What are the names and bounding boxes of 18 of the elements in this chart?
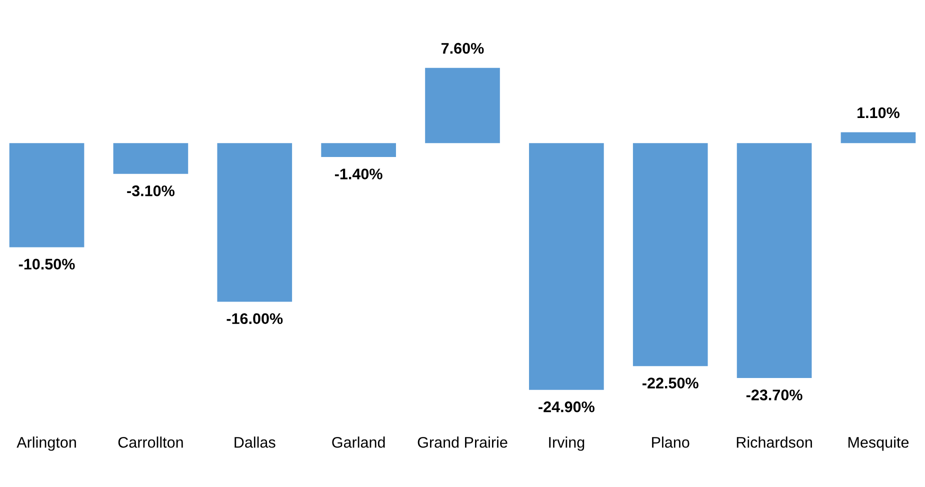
x-tick-label: Garland [332, 436, 385, 448]
data-label: -16.00% [226, 313, 283, 324]
x-tick-label: Dallas [234, 436, 276, 448]
data-label: -10.50% [18, 258, 75, 270]
x-tick-label: Plano [652, 436, 690, 448]
x-tick-label: Carrollton [118, 436, 183, 448]
data-label: -23.70% [746, 390, 802, 400]
x-tick-label: Arlington [16, 436, 76, 451]
x-tick-label: Grand Prairie [418, 436, 508, 448]
data-label: -1.40% [334, 168, 382, 180]
x-tick-label: Irving [549, 436, 584, 451]
x-tick-label: Richardson [736, 436, 812, 448]
x-tick-label: Mesquite [848, 436, 909, 451]
data-label: -3.10% [127, 185, 175, 196]
data-label: 7.60% [442, 42, 484, 54]
data-label: 1.10% [858, 107, 900, 118]
data-label: -24.90% [538, 401, 594, 412]
data-label: -22.50% [642, 378, 698, 388]
